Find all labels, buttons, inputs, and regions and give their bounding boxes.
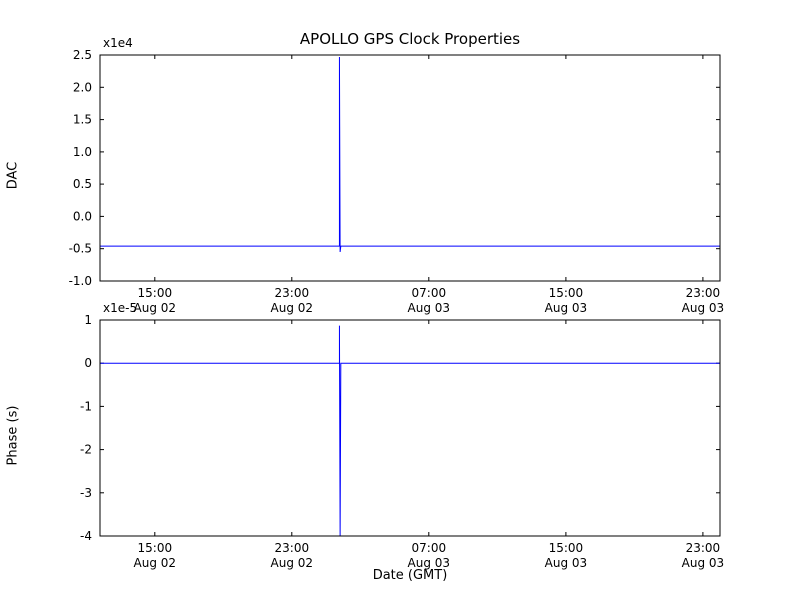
svg-text:Aug 03: Aug 03: [545, 556, 588, 570]
x-axis-label: Date (GMT): [372, 568, 448, 583]
svg-text:1: 1: [84, 313, 92, 327]
top-axis-offset-text: x1e4: [103, 36, 133, 50]
svg-text:15:00: 15:00: [549, 286, 584, 300]
svg-text:Aug 03: Aug 03: [545, 301, 588, 315]
svg-text:Aug 02: Aug 02: [271, 556, 314, 570]
svg-text:0.5: 0.5: [73, 177, 92, 191]
svg-text:-4: -4: [80, 529, 92, 543]
chart-title: APOLLO GPS Clock Properties: [299, 30, 521, 48]
svg-text:Aug 02: Aug 02: [134, 556, 177, 570]
svg-text:Aug 03: Aug 03: [682, 301, 725, 315]
svg-text:Aug 03: Aug 03: [408, 556, 451, 570]
svg-text:23:00: 23:00: [686, 286, 721, 300]
svg-text:07:00: 07:00: [412, 286, 447, 300]
svg-text:-0.5: -0.5: [69, 242, 92, 256]
svg-text:1.5: 1.5: [73, 113, 92, 127]
svg-text:Aug 02: Aug 02: [271, 301, 314, 315]
svg-text:Aug 03: Aug 03: [682, 556, 725, 570]
svg-text:07:00: 07:00: [412, 541, 447, 555]
svg-text:-1: -1: [80, 399, 92, 413]
svg-text:23:00: 23:00: [275, 286, 310, 300]
svg-text:0.0: 0.0: [73, 209, 92, 223]
top-y-axis-label: DAC: [5, 161, 21, 190]
svg-text:23:00: 23:00: [686, 541, 721, 555]
svg-text:1.0: 1.0: [73, 145, 92, 159]
bottom-y-axis-label: Phase (s): [5, 405, 21, 466]
svg-text:2.0: 2.0: [73, 80, 92, 94]
svg-text:15:00: 15:00: [549, 541, 584, 555]
svg-text:15:00: 15:00: [138, 541, 173, 555]
svg-text:-3: -3: [80, 486, 92, 500]
svg-text:0: 0: [84, 356, 92, 370]
svg-text:2.5: 2.5: [73, 48, 92, 62]
svg-text:Aug 02: Aug 02: [134, 301, 177, 315]
bottom-axis-offset-text: x1e-5: [103, 301, 138, 315]
svg-text:Aug 03: Aug 03: [408, 301, 451, 315]
svg-text:-2: -2: [80, 443, 92, 457]
svg-text:23:00: 23:00: [275, 541, 310, 555]
svg-text:15:00: 15:00: [138, 286, 173, 300]
svg-text:-1.0: -1.0: [69, 274, 92, 288]
